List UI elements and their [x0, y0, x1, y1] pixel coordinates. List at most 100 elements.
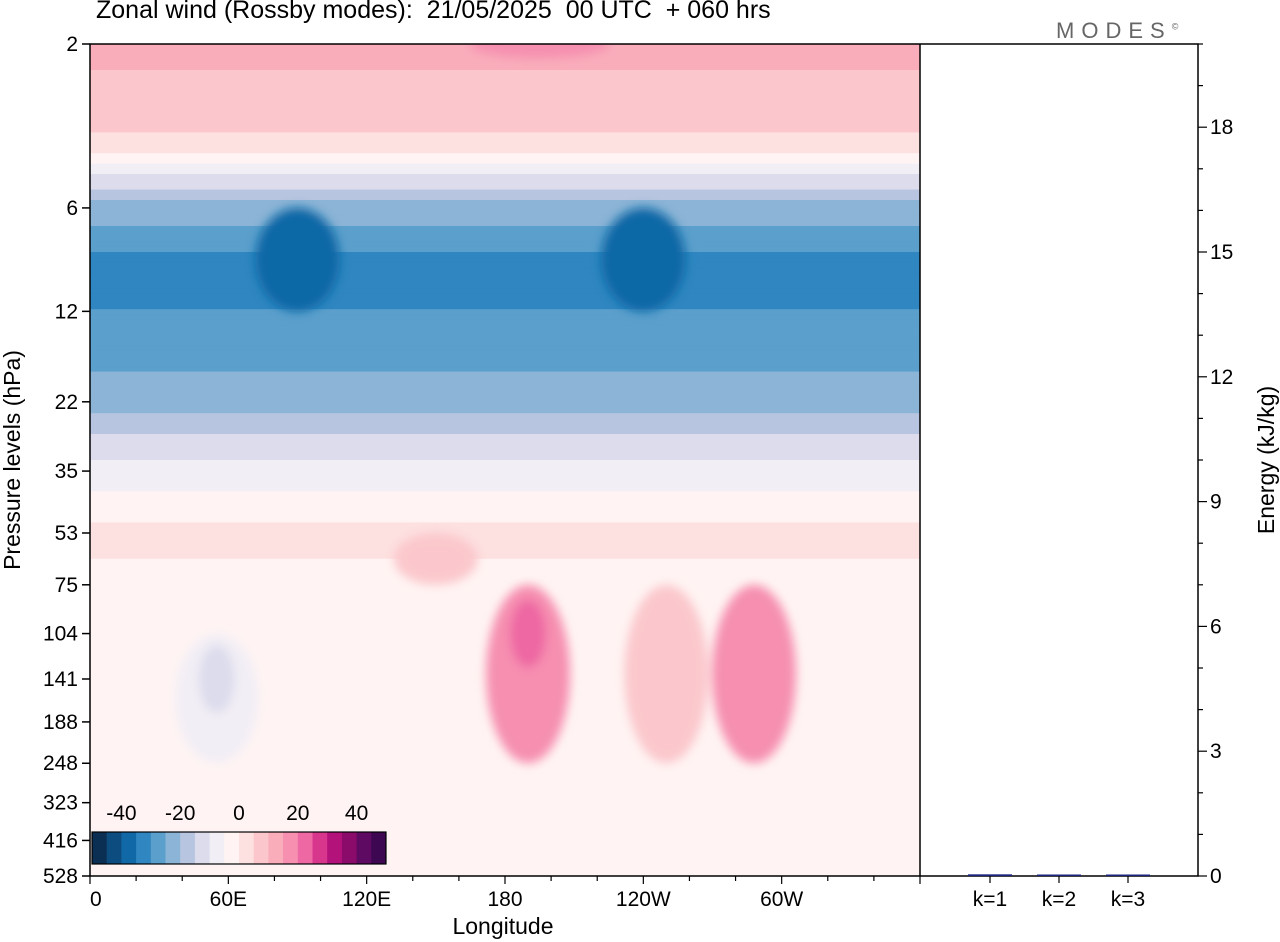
colorbar-swatch: [150, 832, 166, 864]
field-band: [90, 298, 920, 305]
y-tick-label: 35: [55, 460, 78, 483]
colorbar-tick-label: 0: [233, 802, 245, 825]
energy-bar: [968, 874, 1012, 876]
field-band: [90, 782, 920, 789]
y-tick-label: 188: [43, 711, 78, 734]
field-band: [90, 376, 920, 383]
field-band: [90, 766, 920, 773]
field-band: [90, 278, 920, 284]
energy-bar: [1106, 874, 1150, 876]
field-band: [90, 153, 920, 160]
field-band: [90, 553, 920, 560]
field-band: [90, 122, 920, 128]
field-band: [90, 444, 920, 451]
y-tick-label: 528: [43, 865, 78, 888]
field-band: [90, 574, 920, 581]
colorbar-swatch: [224, 832, 240, 864]
colorbar-swatch: [106, 832, 122, 864]
energy-bars: k=1 k=2 k=3: [968, 874, 1150, 911]
colorbar-swatch: [268, 832, 284, 864]
field-band: [90, 382, 920, 388]
colorbar-swatch: [297, 832, 313, 864]
field-band: [90, 870, 920, 876]
field-band: [90, 205, 920, 212]
field-band: [90, 496, 920, 503]
colorbar-swatch: [165, 832, 181, 864]
colorbar-swatch: [194, 832, 211, 864]
field-band: [90, 90, 920, 97]
chart-title: Zonal wind (Rossby modes): 21/05/2025 00…: [96, 0, 771, 24]
field-band: [90, 252, 920, 258]
field-band: [90, 397, 920, 404]
field-band: [90, 501, 920, 508]
field-band: [90, 132, 920, 139]
field-feature-core: [198, 644, 235, 713]
field-band: [90, 569, 920, 576]
longitude-axis: 0 60E 120E 180 120W 60W: [89, 876, 921, 911]
energy-tick-label: 0: [1210, 865, 1222, 888]
field-band: [90, 532, 920, 539]
field-band: [90, 85, 920, 92]
modes-logo-text: MODES: [1056, 18, 1172, 43]
field-band: [90, 116, 920, 123]
field-band: [90, 413, 920, 420]
field-band: [90, 220, 920, 227]
colorbar-swatch: [209, 832, 225, 864]
field-band: [90, 137, 920, 144]
field-band: [90, 480, 920, 487]
colorbar-swatch: [180, 832, 196, 864]
colorbar: -40 -20 0 20 40: [91, 802, 387, 865]
colorbar-swatch: [283, 832, 299, 864]
field-band: [90, 756, 920, 763]
field-band: [90, 335, 920, 342]
y-tick-label: 2: [66, 33, 78, 56]
colorbar-swatch: [136, 832, 152, 864]
field-band: [90, 408, 920, 414]
field-band: [90, 366, 920, 373]
field-band: [90, 75, 920, 82]
energy-tick-label: 3: [1210, 740, 1222, 763]
field-band: [90, 402, 920, 409]
field-band: [90, 387, 920, 394]
field-band: [90, 283, 920, 290]
field-band: [90, 855, 920, 862]
y-tick-label: 12: [55, 300, 78, 323]
field-band: [90, 434, 920, 440]
field-feature: [393, 532, 478, 585]
y-tick-label: 416: [43, 829, 78, 852]
field-band: [90, 142, 920, 149]
energy-bar: [1037, 874, 1081, 876]
field-band: [90, 543, 920, 550]
field-band: [90, 96, 920, 102]
field-band: [90, 865, 920, 872]
x-tick-label: 60W: [760, 888, 803, 911]
energy-tick-label: 6: [1210, 615, 1222, 638]
field-band: [90, 304, 920, 310]
field-band: [90, 584, 920, 591]
field-band: [90, 361, 920, 368]
category-label: k=3: [1111, 888, 1145, 911]
field-band: [90, 236, 920, 243]
x-axis-title: Longitude: [452, 913, 553, 939]
field-band: [90, 356, 920, 362]
field-band: [90, 231, 920, 238]
field-band: [90, 179, 920, 186]
field-band: [90, 449, 920, 456]
field-band: [90, 262, 920, 269]
y-axis-title: Pressure levels (hPa): [0, 350, 25, 570]
colorbar-tick-label: -40: [106, 802, 136, 825]
field-band: [90, 163, 920, 170]
field-band: [90, 226, 920, 232]
field-band: [90, 798, 920, 804]
field-band: [90, 746, 920, 752]
field-band: [90, 564, 920, 570]
x-tick-label: 120E: [342, 888, 391, 911]
field-band: [90, 761, 920, 768]
field-band: [90, 309, 920, 316]
colorbar-tick-label: 20: [286, 802, 309, 825]
field-band: [90, 257, 920, 264]
y-tick-label: 248: [43, 752, 78, 775]
field-feature: [486, 584, 571, 764]
y-tick-label: 323: [43, 792, 78, 815]
